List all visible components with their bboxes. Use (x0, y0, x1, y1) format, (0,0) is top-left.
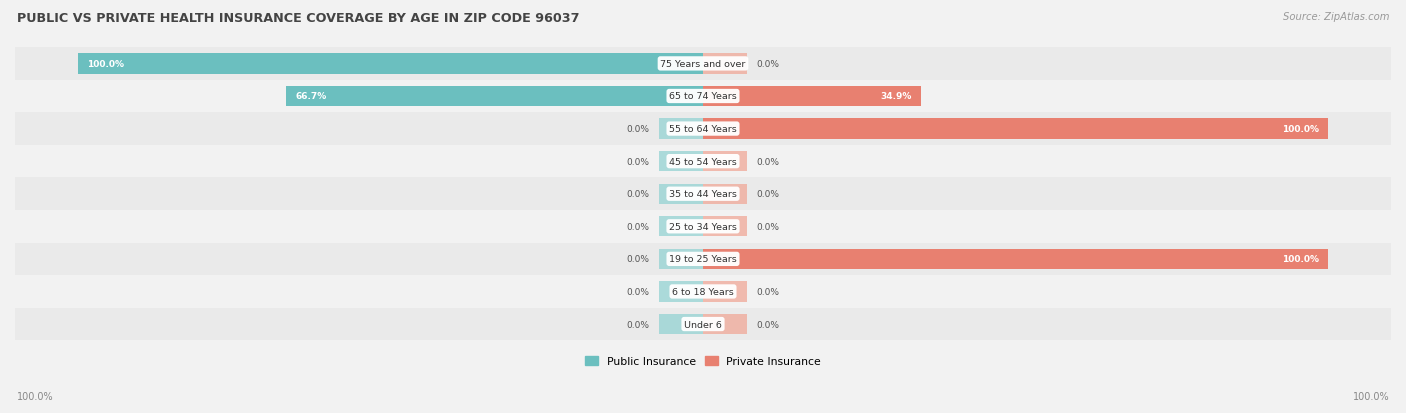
Text: 0.0%: 0.0% (756, 60, 779, 69)
Text: 19 to 25 Years: 19 to 25 Years (669, 255, 737, 264)
Bar (15, 308, 1391, 340)
Bar (703, 54, 747, 74)
Text: 0.0%: 0.0% (756, 190, 779, 199)
Bar (15, 178, 1391, 211)
Text: 45 to 54 Years: 45 to 54 Years (669, 157, 737, 166)
Text: 6 to 18 Years: 6 to 18 Years (672, 287, 734, 296)
Text: 0.0%: 0.0% (756, 320, 779, 329)
Text: 0.0%: 0.0% (627, 222, 650, 231)
Bar (659, 249, 703, 269)
Bar (15, 81, 1391, 113)
Text: 55 to 64 Years: 55 to 64 Years (669, 125, 737, 134)
Bar (15, 275, 1391, 308)
Text: 0.0%: 0.0% (627, 125, 650, 134)
Bar (659, 314, 703, 335)
Text: 100.0%: 100.0% (1282, 255, 1319, 264)
Text: 100.0%: 100.0% (1353, 391, 1389, 401)
Bar (15, 113, 1391, 145)
Bar (703, 282, 747, 302)
Text: 0.0%: 0.0% (756, 222, 779, 231)
Legend: Public Insurance, Private Insurance: Public Insurance, Private Insurance (581, 351, 825, 370)
Bar (703, 152, 747, 172)
Bar (659, 119, 703, 139)
Bar (659, 184, 703, 204)
Bar (703, 314, 747, 335)
Text: 0.0%: 0.0% (627, 190, 650, 199)
Bar (703, 87, 921, 107)
Text: 0.0%: 0.0% (627, 320, 650, 329)
Text: 0.0%: 0.0% (627, 255, 650, 264)
Bar (285, 87, 703, 107)
Text: 34.9%: 34.9% (880, 92, 912, 101)
Bar (15, 48, 1391, 81)
Bar (15, 243, 1391, 275)
Text: 100.0%: 100.0% (1282, 125, 1319, 134)
Text: 35 to 44 Years: 35 to 44 Years (669, 190, 737, 199)
Bar (659, 217, 703, 237)
Text: 0.0%: 0.0% (756, 287, 779, 296)
Text: 0.0%: 0.0% (756, 157, 779, 166)
Bar (15, 145, 1391, 178)
Bar (659, 152, 703, 172)
Text: 100.0%: 100.0% (17, 391, 53, 401)
Text: PUBLIC VS PRIVATE HEALTH INSURANCE COVERAGE BY AGE IN ZIP CODE 96037: PUBLIC VS PRIVATE HEALTH INSURANCE COVER… (17, 12, 579, 25)
Text: 100.0%: 100.0% (87, 60, 124, 69)
Bar (703, 119, 1329, 139)
Bar (15, 211, 1391, 243)
Text: 0.0%: 0.0% (627, 287, 650, 296)
Bar (703, 184, 747, 204)
Text: 66.7%: 66.7% (295, 92, 326, 101)
Text: Under 6: Under 6 (685, 320, 721, 329)
Text: 75 Years and over: 75 Years and over (661, 60, 745, 69)
Text: 0.0%: 0.0% (627, 157, 650, 166)
Bar (659, 282, 703, 302)
Text: 65 to 74 Years: 65 to 74 Years (669, 92, 737, 101)
Text: Source: ZipAtlas.com: Source: ZipAtlas.com (1282, 12, 1389, 22)
Bar (77, 54, 703, 74)
Bar (703, 249, 1329, 269)
Text: 25 to 34 Years: 25 to 34 Years (669, 222, 737, 231)
Bar (703, 217, 747, 237)
